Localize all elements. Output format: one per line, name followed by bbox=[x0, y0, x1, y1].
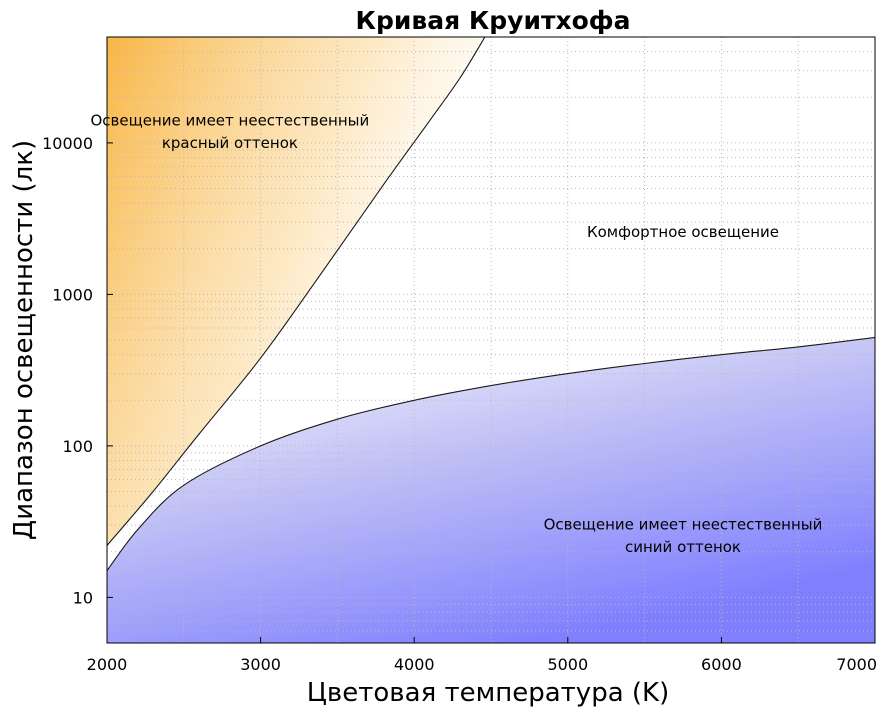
x-tick-label: 6000 bbox=[701, 655, 742, 674]
y-tick-label: 100 bbox=[62, 437, 93, 456]
cool-region bbox=[107, 337, 875, 643]
chart-title: Кривая Круитхофа bbox=[356, 6, 631, 35]
y-tick-label: 1000 bbox=[52, 285, 93, 304]
region-label-2: Комфортное освещение bbox=[587, 223, 779, 241]
region-label-1: Освещение имеет неестественный красный от… bbox=[90, 112, 369, 152]
lower-curve bbox=[107, 336, 875, 572]
x-axis-ticks: 2000 3000 4000 5000 6000 7000 bbox=[87, 637, 877, 674]
grid bbox=[107, 37, 875, 643]
region-annotations: Освещение имеет неестественный красный от… bbox=[90, 112, 822, 557]
y-tick-label: 10 bbox=[73, 588, 93, 607]
x-tick-label: 2000 bbox=[87, 655, 128, 674]
plot-area bbox=[107, 37, 875, 643]
x-tick-label: 4000 bbox=[394, 655, 435, 674]
x-tick-label: 7000 bbox=[836, 655, 877, 674]
x-axis-label: Цветовая температура (K) bbox=[307, 678, 669, 708]
warm-region bbox=[107, 37, 485, 546]
y-tick-label: 10000 bbox=[42, 134, 93, 153]
x-tick-label: 3000 bbox=[240, 655, 281, 674]
upper-curve bbox=[107, 37, 486, 546]
y-axis-label: Диапазон освещенности (лк) bbox=[9, 140, 39, 540]
y-axis-ticks: 10 100 1000 10000 bbox=[42, 134, 113, 607]
x-tick-label: 5000 bbox=[547, 655, 588, 674]
plot-frame bbox=[106, 36, 876, 644]
region-label-3: Освещение имеет неестественный синий отте… bbox=[544, 516, 823, 557]
